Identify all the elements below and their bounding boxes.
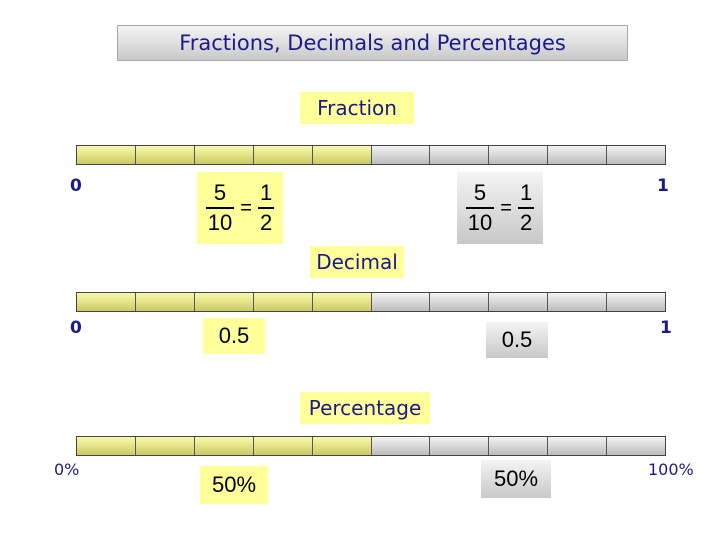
bar-segment-shaded bbox=[253, 146, 313, 164]
fraction-left-denominator-a: 10 bbox=[205, 207, 235, 234]
fraction-start-label: 0 bbox=[70, 176, 82, 196]
fraction-bar bbox=[76, 145, 666, 165]
percentage-end-label: 100% bbox=[648, 460, 694, 479]
fraction-right-equals: = bbox=[500, 196, 512, 219]
title-banner: Fractions, Decimals and Percentages bbox=[117, 25, 628, 61]
decimal-label: Decimal bbox=[310, 246, 404, 278]
fraction-left-numerator-a: 5 bbox=[213, 180, 227, 205]
decimal-left-value: 0.5 bbox=[203, 318, 265, 354]
bar-segment-empty bbox=[548, 146, 608, 164]
bar-segment-shaded bbox=[253, 437, 313, 455]
fraction-right-denominator-a: 10 bbox=[465, 207, 495, 234]
bar-segment-shaded bbox=[253, 293, 313, 311]
bar-segment-empty bbox=[548, 293, 608, 311]
percentage-start-label: 0% bbox=[54, 460, 80, 479]
bar-segment-shaded bbox=[77, 293, 136, 311]
percentage-left-value: 50% bbox=[200, 466, 268, 504]
bar-segment-shaded bbox=[135, 146, 195, 164]
bar-segment-shaded bbox=[135, 437, 195, 455]
fraction-label-text: Fraction bbox=[317, 96, 397, 120]
fraction-left-denominator-b: 2 bbox=[257, 207, 275, 234]
bar-segment-empty bbox=[371, 437, 431, 455]
decimal-start-label: 0 bbox=[70, 318, 82, 338]
fraction-left-equals: = bbox=[240, 196, 252, 219]
bar-segment-empty bbox=[371, 293, 431, 311]
bar-segment-empty bbox=[607, 437, 666, 455]
bar-segment-empty bbox=[607, 293, 666, 311]
bar-segment-shaded bbox=[312, 146, 372, 164]
bar-segment-empty bbox=[548, 437, 608, 455]
decimal-label-text: Decimal bbox=[316, 250, 398, 274]
bar-segment-shaded bbox=[312, 437, 372, 455]
bar-segment-shaded bbox=[312, 293, 372, 311]
percentage-bar bbox=[76, 436, 666, 456]
fraction-left-numerator-b: 1 bbox=[259, 180, 273, 205]
fraction-right-denominator-b: 2 bbox=[517, 207, 535, 234]
page-title: Fractions, Decimals and Percentages bbox=[179, 31, 566, 55]
decimal-right-value: 0.5 bbox=[486, 322, 548, 358]
bar-segment-shaded bbox=[194, 293, 254, 311]
bar-segment-empty bbox=[607, 146, 666, 164]
bar-segment-empty bbox=[371, 146, 431, 164]
bar-segment-empty bbox=[430, 293, 490, 311]
fraction-right-numerator-b: 1 bbox=[519, 180, 533, 205]
percentage-label-text: Percentage bbox=[308, 396, 422, 420]
bar-segment-shaded bbox=[77, 146, 136, 164]
decimal-end-label: 1 bbox=[660, 318, 672, 338]
bar-segment-shaded bbox=[135, 293, 195, 311]
bar-segment-empty bbox=[489, 146, 549, 164]
bar-segment-shaded bbox=[77, 437, 136, 455]
percentage-label: Percentage bbox=[300, 392, 430, 424]
bar-segment-empty bbox=[430, 146, 490, 164]
percentage-right-value: 50% bbox=[481, 460, 551, 498]
bar-segment-empty bbox=[430, 437, 490, 455]
bar-segment-empty bbox=[489, 437, 549, 455]
fraction-right-numerator-a: 5 bbox=[473, 180, 487, 205]
decimal-bar bbox=[76, 292, 666, 312]
bar-segment-empty bbox=[489, 293, 549, 311]
bar-segment-shaded bbox=[194, 437, 254, 455]
fraction-end-label: 1 bbox=[657, 176, 669, 196]
fraction-label: Fraction bbox=[300, 92, 414, 124]
bar-segment-shaded bbox=[194, 146, 254, 164]
